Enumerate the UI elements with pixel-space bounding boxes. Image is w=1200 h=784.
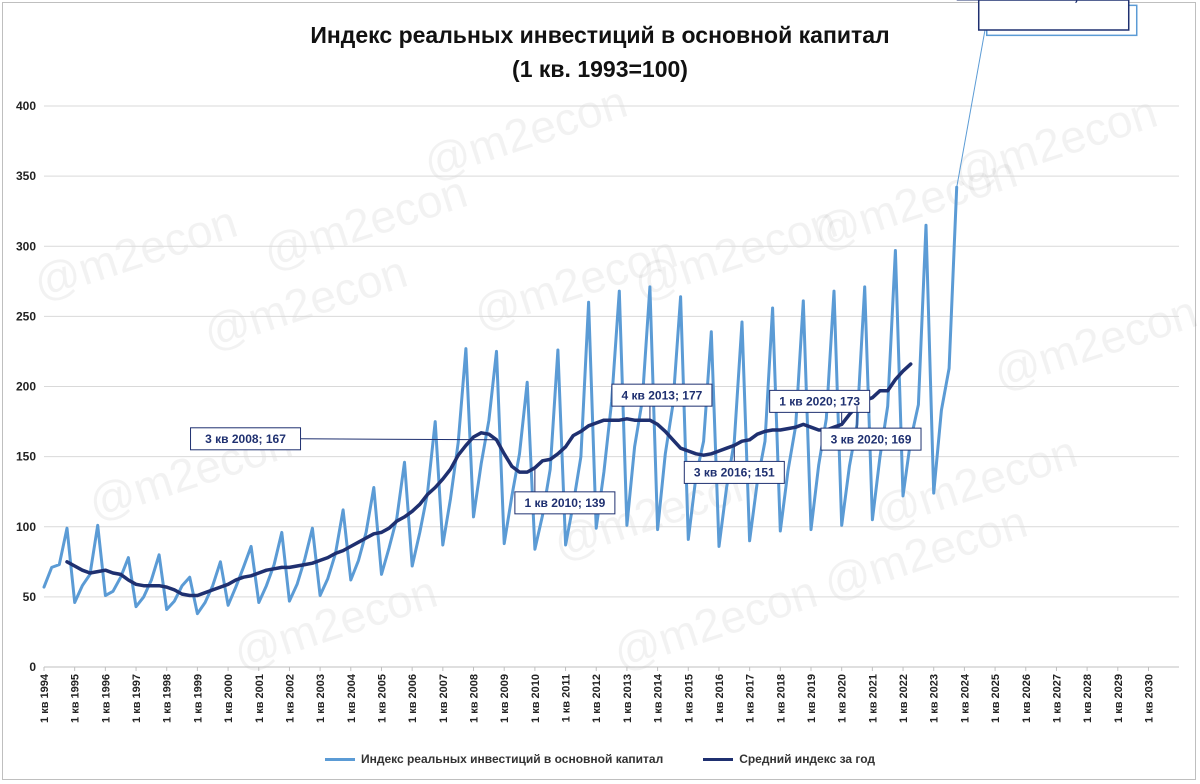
x-tick-label: 1 кв 2022 bbox=[898, 674, 910, 723]
x-axis: 1 кв 1994 1 кв 1995 1 кв 1996 1 кв 1997 1 кв… bbox=[39, 666, 1179, 723]
legend-item-quarterly: Индекс реальных инвестиций в основной ка… bbox=[324, 752, 664, 766]
callout-leader bbox=[956, 20, 988, 188]
x-tick-label: 1 кв 2024 bbox=[959, 673, 971, 723]
y-tick-label: 350 bbox=[16, 169, 36, 183]
x-tick-label: 1 кв 1995 bbox=[70, 674, 82, 723]
annotations-layer: 3 кв 2008; 167 1 кв 2010; 139 4 кв 2013; 1… bbox=[190, 0, 1138, 515]
x-tick-label: 1 кв 2000 bbox=[223, 674, 235, 723]
x-tick-label: 1 кв 2027 bbox=[1051, 674, 1063, 723]
callout-leader bbox=[300, 438, 497, 441]
x-tick-label: 1 кв 2001 bbox=[254, 674, 266, 723]
watermark-text: @m2econ bbox=[987, 285, 1200, 399]
callout-box bbox=[769, 389, 871, 413]
x-tick-label: 1 кв 1998 bbox=[162, 674, 174, 723]
x-tick-label: 1 кв 2013 bbox=[622, 674, 634, 723]
legend-swatch-annual bbox=[703, 757, 734, 761]
legend: Индекс реальных инвестиций в основной ка… bbox=[0, 752, 1200, 766]
x-tick-label: 1 кв 2011 bbox=[561, 674, 573, 722]
x-tick-label: 1 кв 2029 bbox=[1113, 674, 1125, 723]
x-tick-label: 1 кв 2030 bbox=[1143, 674, 1155, 723]
x-tick-label: 1 кв 2007 bbox=[438, 674, 450, 723]
watermark-text: @m2econ bbox=[27, 195, 243, 309]
watermark-text: @m2econ bbox=[947, 85, 1163, 199]
data-callout: 1 кв 2020; 173 bbox=[769, 389, 871, 425]
callout-label: 3 кв 2016; 151 bbox=[694, 466, 775, 480]
y-tick-label: 200 bbox=[16, 380, 36, 394]
x-tick-label: 1 кв 2023 bbox=[929, 674, 941, 723]
x-tick-label: 1 кв 2002 bbox=[284, 674, 296, 723]
x-tick-label: 1 кв 1994 bbox=[39, 673, 51, 723]
data-callout: 3 кв 2008; 167 bbox=[190, 427, 497, 451]
x-tick-label: 1 кв 2028 bbox=[1082, 674, 1094, 723]
y-tick-label: 400 bbox=[16, 99, 36, 113]
callout-box bbox=[514, 491, 616, 515]
y-tick-label: 250 bbox=[16, 309, 36, 323]
legend-label-quarterly: Индекс реальных инвестиций в основной ка… bbox=[360, 752, 664, 766]
x-tick-label: 1 кв 2004 bbox=[346, 673, 358, 723]
x-tick-label: 1 кв 2017 bbox=[745, 674, 757, 723]
callout-label: 4 кв 2023; 216 bbox=[993, 0, 1114, 4]
y-tick-label: 150 bbox=[16, 450, 36, 464]
x-tick-label: 1 кв 2006 bbox=[407, 674, 419, 723]
watermark-text: @m2econ bbox=[227, 565, 443, 679]
legend-label-annual: Средний индекс за год bbox=[739, 752, 876, 766]
data-callout: 3 кв 2016; 151 bbox=[683, 445, 785, 484]
callout-label: 3 кв 2008; 167 bbox=[205, 432, 286, 446]
x-tick-label: 1 кв 2021 bbox=[867, 674, 879, 723]
watermark-text: @m2econ bbox=[607, 565, 823, 679]
x-tick-label: 1 кв 2010 bbox=[530, 674, 542, 723]
x-tick-label: 1 кв 2025 bbox=[990, 674, 1002, 723]
legend-swatch-quarterly bbox=[324, 757, 355, 761]
data-callout: 1 кв 2010; 139 bbox=[514, 467, 616, 515]
x-tick-label: 1 кв 2003 bbox=[315, 674, 327, 723]
x-tick-label: 1 кв 2016 bbox=[714, 674, 726, 723]
callout-box bbox=[977, 0, 1130, 31]
data-callout: 3 кв 2020; 169 bbox=[820, 406, 922, 451]
callout-box bbox=[683, 460, 785, 484]
series-layer bbox=[42, 185, 959, 616]
x-tick-label: 1 кв 2005 bbox=[376, 674, 388, 723]
callout-label: 1 кв 2010; 139 bbox=[524, 496, 605, 510]
x-tick-label: 1 кв 2020 bbox=[837, 674, 849, 723]
watermark-text: @m2econ bbox=[417, 75, 633, 189]
x-tick-label: 1 кв 1999 bbox=[192, 674, 204, 723]
legend-item-annual: Средний индекс за год bbox=[703, 752, 875, 766]
callout-label: 3 кв 2020; 169 bbox=[831, 432, 912, 446]
x-tick-label: 1 кв 1997 bbox=[131, 674, 143, 723]
x-tick-label: 1 кв 2019 bbox=[806, 674, 818, 723]
callout-box bbox=[820, 427, 922, 451]
callout-label: 4 кв 2013; 177 bbox=[622, 388, 703, 402]
callout-label: 1 кв 2020; 173 bbox=[779, 395, 860, 409]
x-tick-label: 1 кв 2014 bbox=[653, 673, 665, 723]
data-callout: 4 кв 2023; 216 bbox=[956, 0, 1130, 31]
x-tick-label: 1 кв 2008 bbox=[469, 674, 481, 723]
data-callout: 4 кв 2013; 177 bbox=[611, 383, 713, 421]
x-tick-label: 1 кв 2018 bbox=[775, 674, 787, 723]
x-tick-label: 1 кв 2015 bbox=[683, 674, 695, 723]
x-tick-label: 1 кв 2009 bbox=[499, 674, 511, 723]
x-tick-label: 1 кв 2012 bbox=[591, 674, 603, 723]
y-axis: 0 50 100 150 200 250 300 350 400 bbox=[16, 99, 36, 674]
y-tick-label: 0 bbox=[29, 660, 36, 674]
chart-title-block: Индекс реальных инвестиций в основной ка… bbox=[0, 18, 1200, 86]
y-tick-label: 100 bbox=[16, 520, 36, 534]
series-line-annual bbox=[65, 362, 913, 598]
callout-box bbox=[190, 427, 302, 451]
callout-box bbox=[611, 383, 713, 407]
chart-title: Индекс реальных инвестиций в основной ка… bbox=[310, 22, 890, 48]
chart-subtitle: (1 кв. 1993=100) bbox=[512, 56, 688, 82]
y-tick-label: 300 bbox=[16, 239, 36, 253]
y-tick-label: 50 bbox=[23, 590, 37, 604]
x-tick-label: 1 кв 1996 bbox=[100, 674, 112, 723]
x-tick-label: 1 кв 2026 bbox=[1021, 674, 1033, 723]
